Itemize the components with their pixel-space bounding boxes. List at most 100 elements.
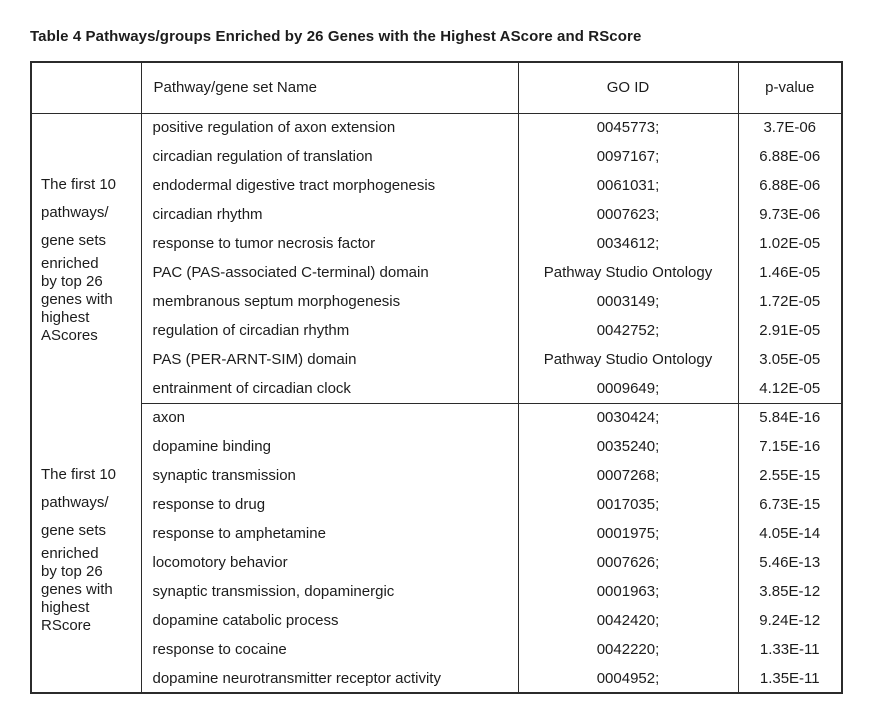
pathway-name-cell: response to drug <box>140 490 519 519</box>
go-id-cell: 0042220; <box>517 635 739 664</box>
pathway-name-cell: PAS (PER-ARNT-SIM) domain <box>140 345 519 374</box>
table-row: The first 10 pathways/gene sets enriched by… <box>30 403 843 693</box>
table-row: regulation of circadian rhythm 0042752; 2.… <box>31 316 843 345</box>
pathway-name-cell: response to tumor necrosis factor <box>140 229 519 258</box>
go-id-cell: 0030424; <box>517 403 739 432</box>
pathway-name-cell: entrainment of circadian clock <box>140 374 519 404</box>
table-row: response to drug 0017035; 6.73E-15 <box>31 490 843 519</box>
p-value-cell: 2.91E-05 <box>737 316 843 345</box>
p-value-cell: 1.46E-05 <box>737 258 843 287</box>
pathway-name-cell: endodermal digestive tract morphogenesis <box>140 171 519 200</box>
pathway-name-cell: synaptic transmission <box>140 461 519 490</box>
pathway-name-cell: dopamine binding <box>140 432 519 461</box>
table-row: locomotory behavior 0007626; 5.46E-13 <box>31 548 843 577</box>
p-value-cell: 9.73E-06 <box>737 200 843 229</box>
header-cell-go-id: GO ID <box>517 62 739 114</box>
go-id-cell: Pathway Studio Ontology <box>517 258 739 287</box>
p-value-cell: 5.46E-13 <box>737 548 843 577</box>
section-label-line: enriched <box>41 255 99 273</box>
section-label-line: highest <box>41 598 90 616</box>
table-row: circadian regulation of translation 00971… <box>31 142 843 171</box>
table-row: response to amphetamine 0001975; 4.05E-14 <box>31 519 843 548</box>
go-id-cell: 0001975; <box>517 519 739 548</box>
table-row: PAS (PER-ARNT-SIM) domain Pathway Studio … <box>31 345 843 374</box>
go-id-cell: 0097167; <box>517 142 739 171</box>
section-label-line: gene sets <box>41 521 107 539</box>
go-id-cell: 0017035; <box>517 490 739 519</box>
section-label-line: genes with <box>41 291 113 309</box>
p-value-cell: 1.72E-05 <box>737 287 843 316</box>
pathway-name-cell: membranous septum morphogenesis <box>140 287 519 316</box>
pathway-name-cell: response to cocaine <box>140 635 519 664</box>
header-cell-pathway-name: Pathway/gene set Name <box>140 62 519 114</box>
table-section-2: The first 10 pathways/gene sets enriched by… <box>30 403 843 694</box>
p-value-cell: 5.84E-16 <box>737 403 843 432</box>
pathway-name-cell: synaptic transmission, dopaminergic <box>140 577 519 606</box>
section-label-lines-tight: enriched by top 26 genes with highest AScore… <box>41 255 137 345</box>
section-label-line: by top 26 <box>41 562 103 580</box>
section-label-line: RScore <box>41 616 92 634</box>
section-label: The first 10 pathways/gene sets enriched by… <box>30 113 142 403</box>
section-label-line: pathways/ <box>41 204 109 222</box>
pathway-name-cell: regulation of circadian rhythm <box>140 316 519 345</box>
table-header: Pathway/gene set Name GO ID p-value <box>30 62 843 114</box>
pathway-name-cell: positive regulation of axon extension <box>140 113 519 142</box>
table-row: membranous septum morphogenesis 0003149; 1… <box>31 287 843 316</box>
section-label-line: enriched <box>41 544 99 562</box>
p-value-cell: 7.15E-16 <box>737 432 843 461</box>
go-id-cell: 0045773; <box>517 113 739 142</box>
header-cell-p-value: p-value <box>737 62 843 114</box>
section-label-line: gene sets <box>41 232 107 250</box>
section-label-lines-tight: enriched by top 26 genes with highest RScore <box>41 545 137 635</box>
go-id-cell: 0009649; <box>517 374 739 404</box>
p-value-cell: 1.35E-11 <box>737 664 843 694</box>
pathway-name-cell: dopamine catabolic process <box>140 606 519 635</box>
p-value-cell: 1.33E-11 <box>737 635 843 664</box>
p-value-cell: 3.7E-06 <box>737 113 843 142</box>
go-id-cell: 0042752; <box>517 316 739 345</box>
go-id-cell: Pathway Studio Ontology <box>517 345 739 374</box>
pathway-name-cell: locomotory behavior <box>140 548 519 577</box>
go-id-cell: 0007626; <box>517 548 739 577</box>
section-label: The first 10 pathways/gene sets enriched by… <box>30 403 142 693</box>
go-id-cell: 0004952; <box>517 664 739 694</box>
go-id-cell: 0001963; <box>517 577 739 606</box>
section-label-line: The first 10 <box>41 176 117 194</box>
pathway-name-cell: circadian regulation of translation <box>140 142 519 171</box>
table-row: endodermal digestive tract morphogenesis… <box>31 171 843 200</box>
section-label-line: genes with <box>41 580 113 598</box>
table-row: PAC (PAS-associated C-terminal) domain Pa… <box>31 258 843 287</box>
p-value-cell: 1.02E-05 <box>737 229 843 258</box>
table-row: dopamine neurotransmitter receptor activ… <box>31 664 843 694</box>
table-row: entrainment of circadian clock 0009649; 4.… <box>31 374 843 404</box>
table-row: response to tumor necrosis factor 0034612… <box>31 229 843 258</box>
section-label-line: by top 26 <box>41 273 103 291</box>
pathway-name-cell: response to amphetamine <box>140 519 519 548</box>
p-value-cell: 6.73E-15 <box>737 490 843 519</box>
pathways-table: Pathway/gene set Name GO ID p-value The … <box>30 61 843 694</box>
table-row: dopamine binding 0035240; 7.15E-16 <box>31 432 843 461</box>
table-row: The first 10 pathways/gene sets enriched by… <box>30 113 843 403</box>
table-row: synaptic transmission, dopaminergic 00019… <box>31 577 843 606</box>
p-value-cell: 4.12E-05 <box>737 374 843 404</box>
section-label-line: pathways/ <box>41 493 109 511</box>
go-id-cell: 0007268; <box>517 461 739 490</box>
table-row: synaptic transmission 0007268; 2.55E-15 <box>31 461 843 490</box>
table-row: response to cocaine 0042220; 1.33E-11 <box>31 635 843 664</box>
header-cell-empty <box>30 62 142 114</box>
pathway-name-cell: axon <box>140 403 519 432</box>
section-label-line: highest <box>41 309 90 327</box>
p-value-cell: 9.24E-12 <box>737 606 843 635</box>
p-value-cell: 3.85E-12 <box>737 577 843 606</box>
p-value-cell: 4.05E-14 <box>737 519 843 548</box>
table-row: dopamine catabolic process 0042420; 9.24E-… <box>31 606 843 635</box>
go-id-cell: 0007623; <box>517 200 739 229</box>
p-value-cell: 2.55E-15 <box>737 461 843 490</box>
table-title: Table 4 Pathways/groups Enriched by 26 G… <box>30 28 642 45</box>
p-value-cell: 3.05E-05 <box>737 345 843 374</box>
p-value-cell: 6.88E-06 <box>737 171 843 200</box>
go-id-cell: 0061031; <box>517 171 739 200</box>
go-id-cell: 0034612; <box>517 229 739 258</box>
section-label-lines-loose: The first 10 pathways/gene sets <box>41 461 137 545</box>
go-id-cell: 0003149; <box>517 287 739 316</box>
